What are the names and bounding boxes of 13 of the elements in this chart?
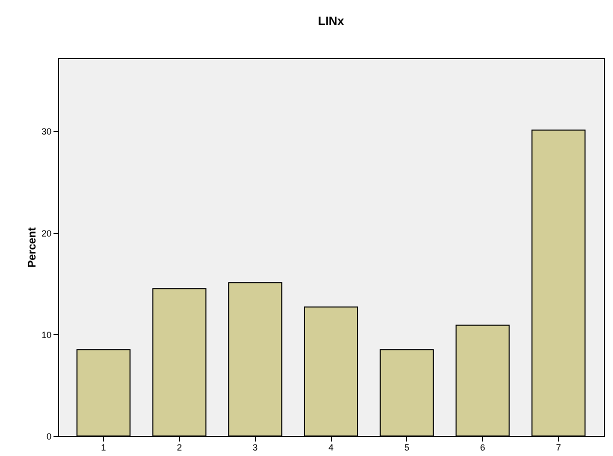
y-axis-title: Percent xyxy=(26,226,38,268)
x-tick-label: 6 xyxy=(480,442,486,452)
x-tick-label: 1 xyxy=(100,442,106,452)
chart-title: LINx xyxy=(318,14,344,28)
y-tick-label: 20 xyxy=(41,228,52,238)
y-tick-label: 10 xyxy=(41,330,52,340)
x-tick-label: 4 xyxy=(328,442,334,452)
x-tick-label: 7 xyxy=(556,442,562,452)
x-tick-label: 5 xyxy=(404,442,410,452)
x-tick-label: 2 xyxy=(176,442,182,452)
y-tick-label: 30 xyxy=(41,126,52,137)
y-tick-label: 0 xyxy=(46,432,52,442)
x-tick-label: 3 xyxy=(252,442,258,452)
